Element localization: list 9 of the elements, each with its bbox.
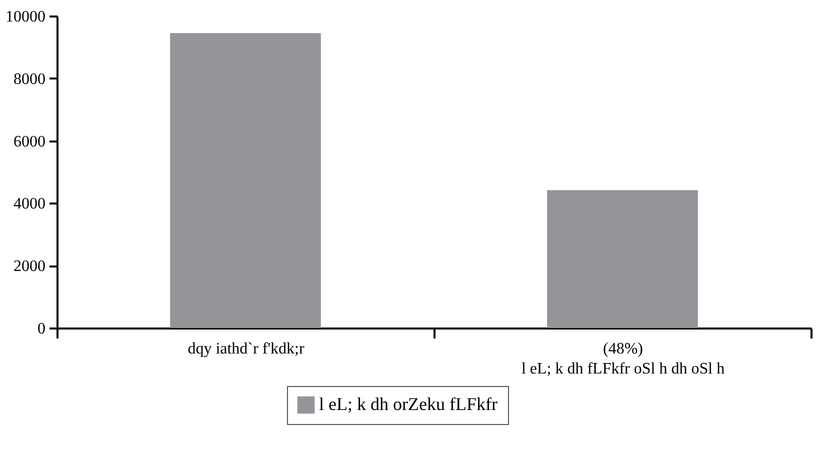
y-tick-label: 2000 <box>14 258 46 276</box>
y-tick-label: 10000 <box>6 8 46 26</box>
y-tick-label: 4000 <box>14 196 46 213</box>
y-tick-label: 8000 <box>14 70 46 88</box>
y-tick-label: 6000 <box>14 133 46 150</box>
legend-label: l eL; k dh orZeku fLFkfr <box>319 394 498 414</box>
y-tick-label: 0 <box>38 320 46 338</box>
x-tick-label: (48%) l eL; k dh fLFkfr oSl h dh oSl h <box>521 340 725 378</box>
x-tick-label: dqy iathd`r f'kdk;r <box>188 340 305 358</box>
